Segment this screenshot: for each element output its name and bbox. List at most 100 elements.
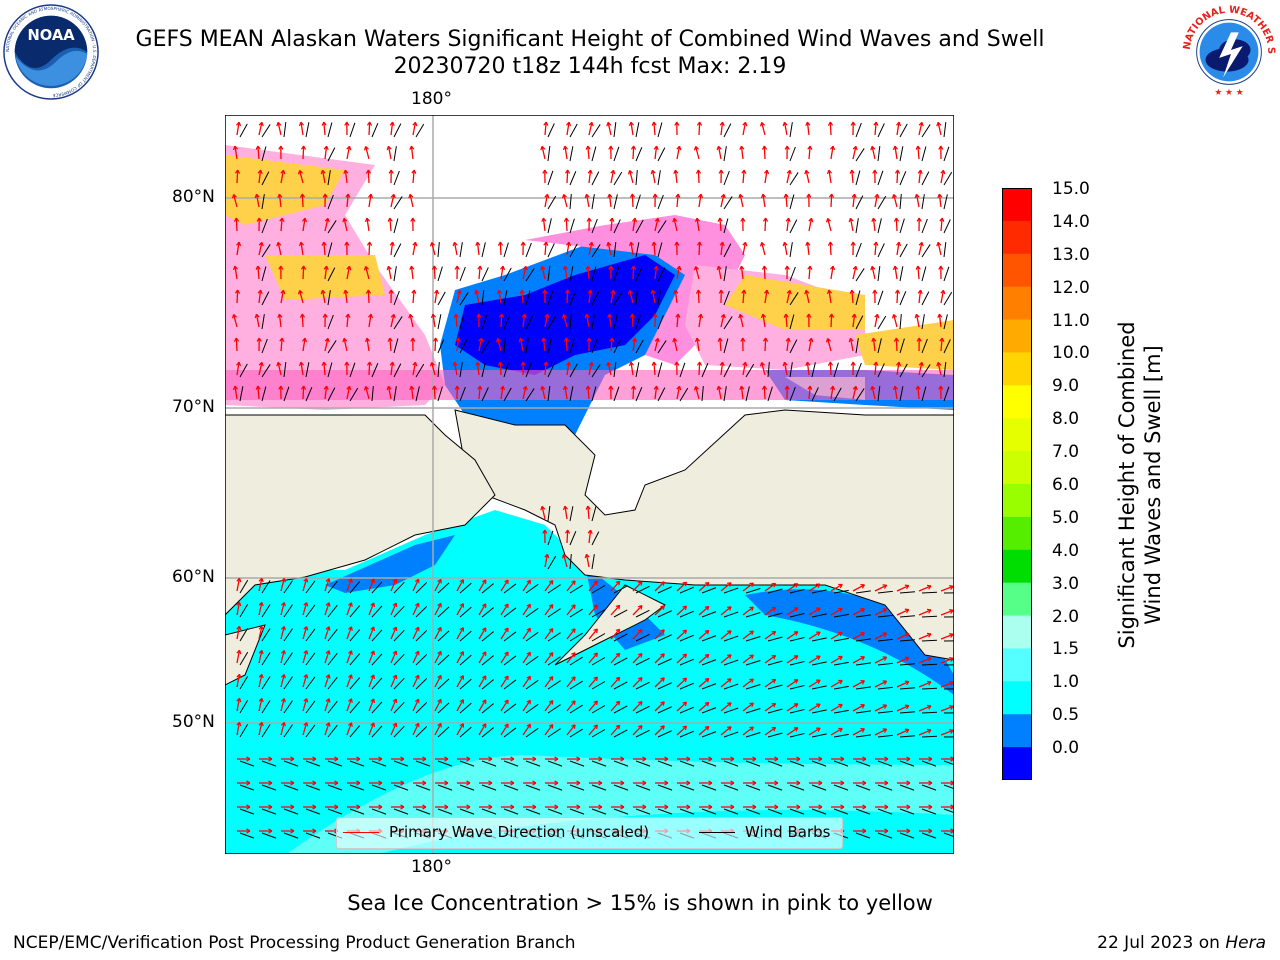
wind-barb: [789, 732, 805, 738]
wave-arrow-head: [408, 313, 414, 319]
wave-direction-arrow: [632, 218, 636, 232]
wave-direction-arrow: [588, 242, 593, 256]
wind-barb: [613, 386, 620, 402]
colorbar-tick-label: 14.0: [1052, 211, 1090, 232]
wind-barb: [635, 122, 640, 138]
wave-arrow-head: [387, 337, 393, 342]
wave-direction-arrow: [302, 338, 306, 352]
wind-barb: [723, 196, 733, 210]
wave-direction-arrow: [236, 122, 240, 136]
wave-direction-arrow: [544, 676, 554, 688]
wind-barb: [239, 760, 255, 767]
latitude-label-60n: 60°N: [172, 567, 215, 587]
wave-arrow-head: [370, 626, 376, 631]
colorbar-segment: [1002, 352, 1032, 386]
wind-barb: [481, 631, 494, 642]
wind-barb: [591, 760, 607, 767]
wind-barb: [327, 580, 338, 594]
wave-direction-arrow: [918, 609, 932, 616]
wave-direction-arrow: [742, 630, 754, 640]
wave-arrow-head: [682, 605, 688, 611]
wave-arrow-head: [321, 121, 327, 126]
wave-direction-arrow: [940, 705, 954, 712]
wave-arrow-head: [804, 169, 810, 175]
wave-arrow-head: [873, 121, 879, 126]
wave-direction-arrow: [918, 681, 932, 688]
wave-arrow-head: [258, 625, 264, 631]
wave-arrow-head: [497, 241, 504, 246]
wave-direction-arrow: [610, 337, 613, 352]
wave-direction-arrow: [412, 122, 417, 136]
wind-barb: [437, 362, 440, 378]
wave-arrow-head: [548, 675, 554, 681]
wave-direction-arrow: [808, 338, 813, 352]
wave-arrow-head: [392, 698, 398, 704]
wave-arrow-head: [676, 145, 682, 151]
wave-direction-arrow: [610, 724, 621, 736]
wind-barb: [701, 635, 717, 642]
wave-direction-arrow: [874, 121, 877, 136]
wind-barb: [327, 267, 336, 282]
wave-arrow-head: [805, 361, 811, 366]
wind-barb: [261, 146, 267, 162]
wave-arrow-head: [343, 289, 349, 294]
wind-barb: [833, 589, 849, 594]
wave-arrow-head: [279, 337, 285, 342]
wave-direction-arrow: [918, 362, 923, 376]
wave-arrow-head: [477, 385, 483, 390]
wave-arrow-head: [246, 828, 251, 834]
wave-arrow-head: [891, 314, 897, 319]
wind-barb: [437, 606, 450, 618]
wind-barb: [459, 678, 472, 690]
wave-arrow-head: [562, 145, 568, 151]
wind-barb: [437, 339, 445, 354]
wave-arrow-head: [917, 289, 923, 294]
wave-direction-arrow: [720, 678, 732, 688]
wind-barb: [789, 194, 795, 210]
wind-barb: [789, 122, 793, 138]
wave-direction-arrow: [412, 602, 420, 616]
wind-barb: [635, 314, 641, 330]
wind-barb: [261, 124, 271, 138]
wave-arrow-head: [232, 145, 238, 151]
colorbar-segment: [1002, 451, 1032, 485]
wave-arrow-head: [660, 629, 665, 634]
wave-direction-arrow: [390, 602, 397, 616]
wave-arrow-head: [704, 581, 710, 587]
wave-arrow-head: [653, 145, 659, 150]
wave-arrow-head: [606, 121, 612, 127]
wave-arrow-head: [926, 584, 932, 590]
wave-arrow-head: [392, 602, 398, 608]
wave-arrow-head: [760, 313, 766, 319]
wave-arrow-head: [892, 265, 898, 271]
wind-barb: [305, 832, 321, 839]
wind-barb: [415, 808, 431, 815]
wind-barb: [921, 784, 937, 791]
wave-arrow-head: [430, 313, 436, 319]
wave-direction-arrow: [786, 583, 799, 592]
wave-arrow-head: [708, 804, 713, 810]
wave-arrow-head: [584, 553, 590, 559]
wave-arrow-head: [949, 657, 954, 662]
wave-arrow-head: [825, 218, 831, 223]
wave-arrow-head: [615, 652, 621, 658]
wind-barb: [657, 610, 672, 618]
wave-arrow-head: [255, 265, 261, 270]
wave-direction-arrow: [874, 314, 879, 328]
wave-direction-arrow: [566, 242, 570, 256]
wind-barb: [327, 194, 334, 210]
wave-arrow-head: [940, 289, 946, 295]
wave-arrow-head: [615, 676, 621, 682]
wind-barb: [613, 760, 629, 767]
wind-barb: [481, 655, 494, 666]
wave-arrow-head: [481, 627, 487, 632]
wave-arrow-head: [628, 361, 634, 367]
wave-arrow-head: [704, 725, 710, 731]
wave-direction-arrow: [764, 678, 776, 688]
wave-direction-arrow: [544, 628, 554, 640]
wind-barb: [503, 655, 517, 666]
wave-arrow-head: [548, 723, 554, 729]
wave-arrow-head: [926, 608, 932, 614]
wave-arrow-head: [862, 828, 867, 834]
wind-barb: [503, 727, 517, 738]
